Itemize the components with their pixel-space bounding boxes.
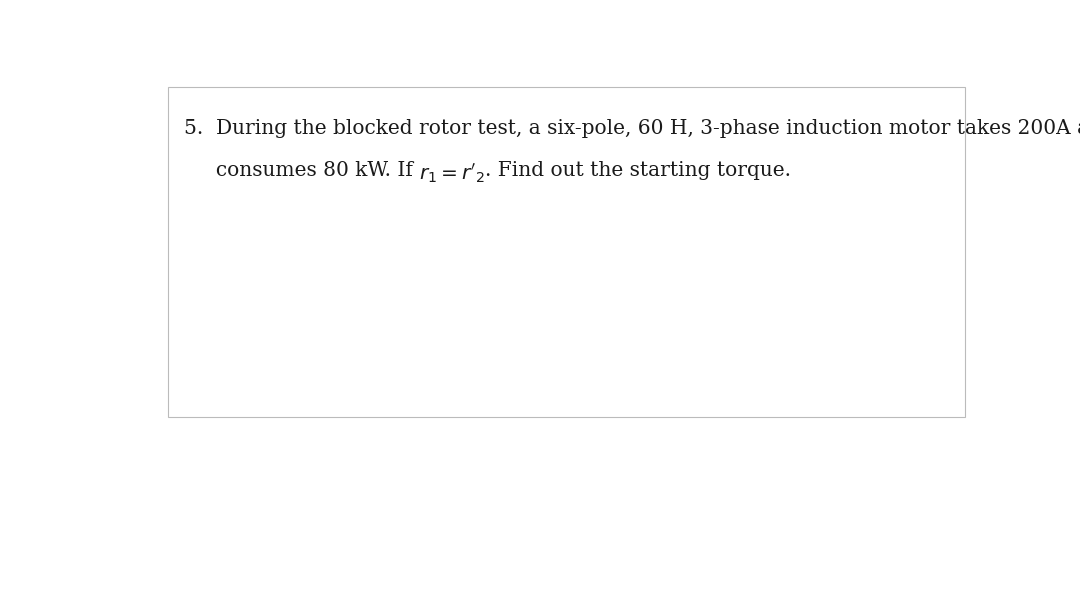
Text: 5.  During the blocked rotor test, a six-pole, 60 H, 3-phase induction motor tak: 5. During the blocked rotor test, a six-…: [184, 119, 1080, 138]
Text: consumes 80 kW. If: consumes 80 kW. If: [184, 162, 419, 181]
FancyBboxPatch shape: [168, 87, 966, 416]
Text: $r_1 = r'_2$: $r_1 = r'_2$: [419, 162, 485, 185]
Text: . Find out the starting torque.: . Find out the starting torque.: [485, 162, 791, 181]
